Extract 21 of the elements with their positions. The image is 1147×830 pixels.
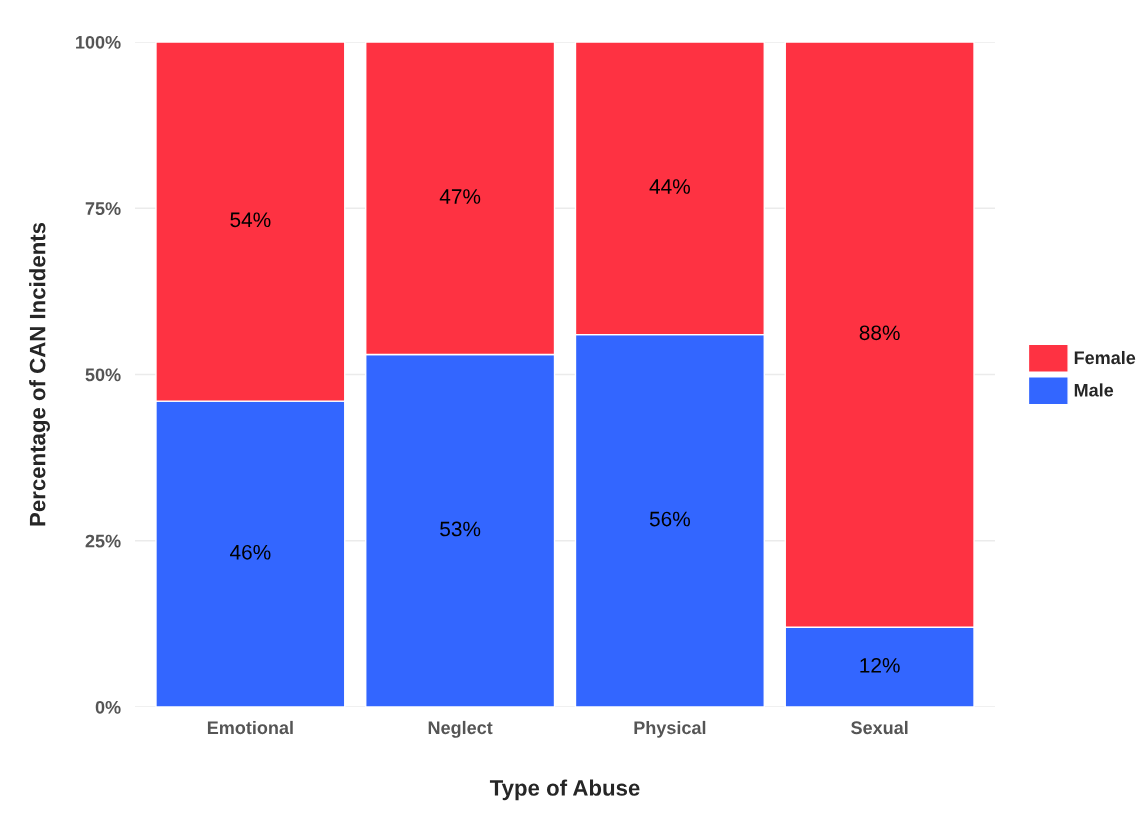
y-tick-label: 100% xyxy=(76,35,121,49)
y-axis-title: Percentage of CAN Incidents xyxy=(29,222,50,526)
legend-label: Male xyxy=(1074,383,1114,397)
legend-label: Female xyxy=(1074,350,1136,365)
data-label: 56% xyxy=(649,511,690,527)
x-tick-label: Emotional xyxy=(207,720,293,735)
data-label: 47% xyxy=(439,189,481,204)
data-label: 44% xyxy=(649,179,690,194)
y-tick-label: 25% xyxy=(85,534,121,548)
y-tick-label: 75% xyxy=(85,202,121,215)
y-tick-label: 50% xyxy=(85,368,121,382)
x-tick-label: Neglect xyxy=(428,720,493,738)
data-label: 53% xyxy=(440,521,481,537)
x-axis-title: Type of Abuse xyxy=(489,779,640,801)
data-label: 46% xyxy=(230,544,271,560)
y-tick-label: 0% xyxy=(95,700,121,714)
data-label: 54% xyxy=(230,212,271,228)
data-label: 88% xyxy=(859,325,900,341)
data-label: 12% xyxy=(860,657,900,673)
x-tick-label: Sexual xyxy=(851,720,908,735)
x-tick-label: Physical xyxy=(634,720,706,738)
